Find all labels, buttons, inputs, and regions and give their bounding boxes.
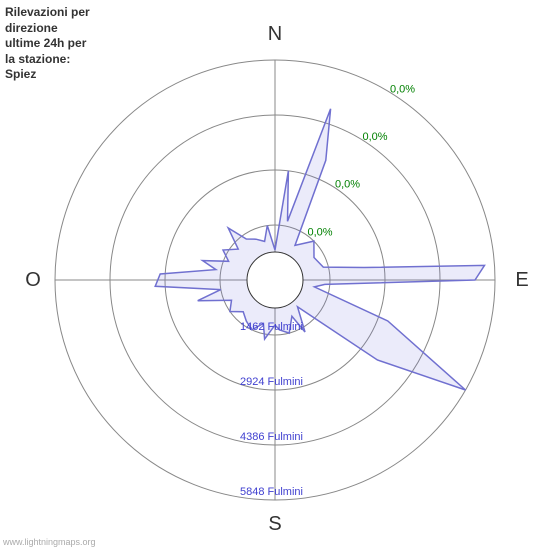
cardinal-s: S xyxy=(268,513,281,535)
ring-label: 2924 Fulmini xyxy=(240,376,303,388)
pct-label: 0,0% xyxy=(363,131,388,143)
footer-attribution: www.lightningmaps.org xyxy=(3,537,96,547)
inner-circle xyxy=(247,252,303,308)
ring-label: 5848 Fulmini xyxy=(240,486,303,498)
pct-label: 0,0% xyxy=(390,83,415,95)
cardinal-e: E xyxy=(515,269,528,291)
chart-title: Rilevazioni per direzione ultime 24h per… xyxy=(5,5,90,83)
pct-label: 0,0% xyxy=(308,226,333,238)
ring-label: 1462 Fulmini xyxy=(240,321,303,333)
data-polygon xyxy=(155,109,484,390)
cardinal-n: N xyxy=(268,23,282,45)
pct-label: 0,0% xyxy=(335,179,360,191)
cardinal-o: O xyxy=(25,269,41,291)
ring-label: 4386 Fulmini xyxy=(240,431,303,443)
